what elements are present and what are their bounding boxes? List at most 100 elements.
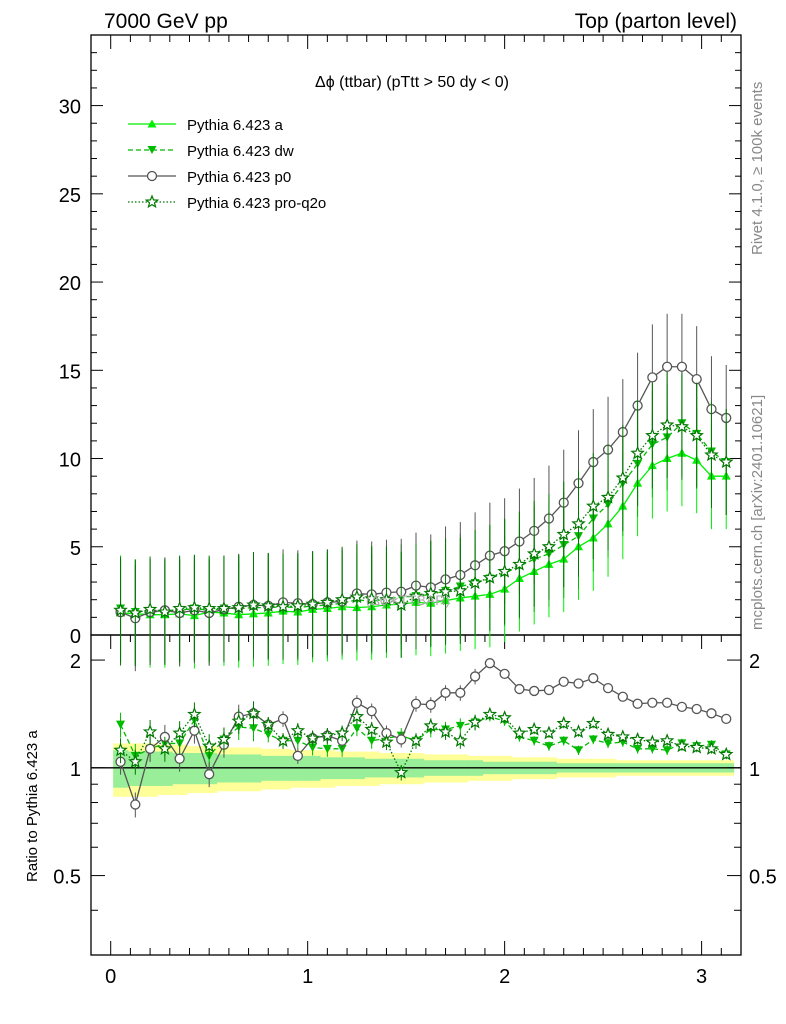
ratio-point-p0 [514, 683, 525, 695]
ratio-point-p0 [647, 697, 658, 708]
data-point-q2o [467, 575, 483, 590]
ratio-point-q2o [674, 738, 690, 753]
legend-entry-a: Pythia 6.423 a [128, 117, 284, 134]
ratio-point-p0 [189, 725, 200, 736]
ratio-point-q2o [290, 723, 306, 737]
data-point-q2o [497, 563, 512, 578]
ratio-point-q2o [231, 713, 246, 728]
ratio-point-p0 [691, 703, 702, 715]
ratio-line-dw [119, 715, 727, 758]
data-point-q2o [630, 445, 645, 460]
series-a [116, 400, 731, 669]
ratio-point-p0 [144, 743, 156, 754]
ratio-point-p0 [455, 687, 466, 698]
main-y-tick-label: 0 [70, 626, 81, 648]
axis-tick-labels: 0 5 10 15 20 25 30 0 1 2 3 0.5 0.5 1 1 2 2 [53, 97, 777, 988]
ratio-plot-frame [90, 634, 742, 956]
data-point-q2o [689, 427, 704, 442]
ratio-point-p0 [529, 685, 540, 697]
ratio-point-q2o [453, 733, 468, 747]
ratio-point-q2o [526, 721, 542, 736]
ratio-point-dw [603, 739, 613, 748]
ratio-point-p0 [351, 697, 363, 708]
ratio-y-tick-label-left: 0.5 [53, 867, 81, 889]
ratio-point-dw [249, 724, 258, 733]
ratio-point-dw [647, 744, 657, 754]
ratio-point-q2o [408, 733, 424, 747]
data-point-q2o [275, 599, 291, 613]
data-point-q2o [157, 604, 173, 619]
ratio-point-q2o [393, 764, 409, 779]
energy-label: 7000 GeV pp [104, 10, 228, 33]
ratio-point-dw [574, 746, 583, 755]
plot-title: Δϕ (ttbar) (pTtt > 50 dy < 0) [315, 74, 509, 91]
x-tick-label: 3 [696, 966, 707, 988]
ratio-point-q2o [718, 746, 734, 761]
ratio-point-q2o [379, 734, 394, 749]
ratio-point-q2o [645, 734, 660, 749]
ratio-point-q2o [172, 725, 187, 740]
data-point-q2o [201, 600, 217, 615]
data-point-q2o [231, 600, 246, 614]
ratio-point-p0 [661, 697, 673, 708]
data-point-q2o [438, 584, 453, 598]
data-point-q2o [305, 596, 320, 611]
ratio-point-q2o [482, 706, 498, 721]
legend-sample-dw [128, 146, 176, 154]
ratio-point-p0 [573, 678, 584, 689]
ratio-point-dw [544, 742, 554, 751]
ratio-point-q2o [512, 725, 527, 740]
x-tick-label: 1 [302, 966, 313, 988]
data-point-q2o [172, 600, 187, 615]
ratio-point-q2o [600, 726, 616, 741]
ratio-point-q2o [423, 718, 439, 733]
main-y-tick-label: 10 [59, 450, 81, 472]
ratio-point-dw [588, 735, 598, 744]
ratio-point-dw [367, 736, 377, 746]
legend-sample-q2o [128, 194, 176, 209]
data-point-q2o [453, 583, 468, 598]
data-point-q2o [334, 592, 350, 606]
legend-label-p0: Pythia 6.423 p0 [187, 169, 291, 186]
legend-entry-p0: Pythia 6.423 p0 [128, 169, 291, 186]
main-y-tick-label: 20 [59, 273, 81, 295]
data-point-q2o [379, 592, 394, 606]
ratio-point-p0 [396, 734, 407, 745]
ratio-point-q2o [113, 742, 128, 757]
ratio-y-tick-label-right: 0.5 [749, 867, 777, 889]
ratio-point-dw [116, 720, 126, 730]
data-point-q2o [718, 454, 734, 469]
ratio-point-p0 [469, 671, 481, 682]
main-y-tick-label: 15 [59, 361, 81, 383]
data-point-q2o [600, 489, 616, 504]
ratio-point-q2o [157, 741, 173, 756]
ratio-point-q2o [571, 724, 586, 739]
legend-entry-q2o: Pythia 6.423 pro-q2o [128, 194, 326, 212]
data-point-q2o [645, 427, 660, 442]
ratio-point-q2o [216, 731, 232, 746]
ratio-point-p0 [558, 676, 569, 687]
ratio-point-p0 [130, 799, 141, 810]
ratio-point-dw [337, 744, 347, 754]
ratio-point-dw [529, 736, 539, 746]
data-point-q2o [261, 598, 276, 613]
data-series [113, 313, 734, 818]
ratio-y-tick-label-right: 1 [749, 759, 760, 781]
ratio-point-q2o [615, 729, 631, 744]
ratio-point-p0 [277, 713, 289, 725]
legend-label-a: Pythia 6.423 a [187, 117, 284, 134]
series-q2o [113, 372, 734, 666]
data-point-p0 [647, 372, 658, 383]
ratio-point-q2o [586, 715, 601, 730]
process-label: Top (parton level) [575, 10, 737, 33]
data-point-q2o [586, 498, 601, 513]
ratio-point-q2o [261, 717, 276, 731]
ratio-point-p0 [204, 769, 215, 780]
legend-entry-dw: Pythia 6.423 dw [128, 143, 294, 160]
data-point-q2o [113, 602, 128, 617]
legend-label-dw: Pythia 6.423 dw [187, 143, 294, 160]
ratio-point-q2o [128, 754, 143, 768]
data-point-q2o [615, 470, 631, 485]
data-point-q2o [571, 516, 586, 531]
